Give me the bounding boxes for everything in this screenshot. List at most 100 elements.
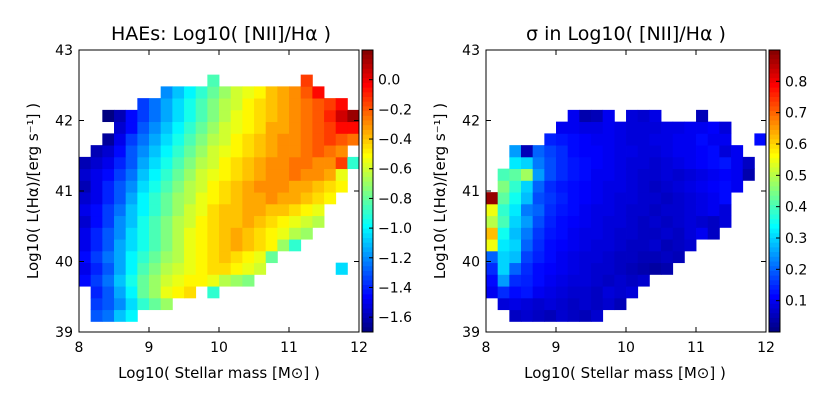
left-heatmap-cell	[125, 180, 138, 193]
left-heatmap-cell	[102, 156, 115, 170]
left-heatmap-cell	[137, 109, 150, 123]
right-heatmap-cell	[579, 180, 592, 193]
right-colorbar-segment	[769, 256, 780, 262]
left-heatmap-cell	[137, 121, 150, 134]
left-heatmap-cell	[79, 239, 92, 252]
right-heatmap-cell	[509, 168, 522, 181]
left-heatmap-cell	[219, 203, 232, 217]
left-colorbar-segment	[362, 176, 373, 183]
right-heatmap-cell	[532, 309, 545, 322]
right-heatmap-cell	[661, 156, 674, 170]
right-heatmap-cell	[544, 145, 557, 158]
left-x-ticks: 8 9 10 11 12	[75, 50, 368, 356]
left-heatmap-cell	[102, 227, 115, 240]
right-colorbar-segment	[769, 111, 780, 117]
left-heatmap-cell	[289, 121, 302, 134]
right-colorbar-segment	[769, 205, 780, 211]
right-heatmap-cell	[672, 168, 685, 181]
left-heatmap-cell	[312, 98, 325, 111]
right-heatmap-cell	[591, 109, 604, 123]
right-heatmap-cell	[579, 121, 592, 134]
right-heatmap-cell	[567, 180, 580, 193]
left-heatmap-cell	[160, 145, 173, 158]
right-heatmap-cell	[521, 286, 534, 299]
left-heatmap-cell	[277, 109, 290, 123]
left-heatmap-cell	[79, 215, 92, 228]
left-colorbar-segment	[362, 50, 373, 56]
right-heatmap-cell	[544, 286, 557, 299]
left-heatmap-cell	[172, 250, 185, 264]
right-heatmap-cell	[614, 156, 627, 170]
right-colorbar-segment	[769, 233, 780, 239]
right-heatmap-cell	[626, 262, 639, 275]
left-heatmap-cell	[219, 192, 232, 205]
right-heatmap-cell	[579, 192, 592, 205]
left-heatmap-cell	[79, 192, 92, 205]
left-heatmap-cell	[184, 180, 197, 193]
right-heatmap-cell	[637, 215, 650, 228]
right-heatmap-cell	[544, 180, 557, 193]
left-heatmap-cell	[137, 215, 150, 228]
left-heatmap-cell	[242, 86, 255, 99]
left-heatmap-cell	[137, 156, 150, 170]
left-heatmap-cell	[137, 133, 150, 146]
right-colorbar-tick-label: 0.7	[785, 106, 807, 122]
left-heatmap-cell	[102, 168, 115, 181]
right-heatmap-cell	[532, 274, 545, 287]
left-heatmap-cell	[312, 168, 325, 181]
left-heatmap-cell	[324, 133, 337, 146]
right-heatmap-cell	[626, 215, 639, 228]
left-heatmap-cell	[277, 145, 290, 158]
right-heatmap-cell	[731, 168, 744, 181]
right-heatmap-cell	[602, 239, 615, 252]
left-heatmap-cell	[102, 133, 115, 146]
right-heatmap-cell	[661, 203, 674, 217]
left-heatmap-cell	[277, 180, 290, 193]
left-heatmap-cell	[102, 286, 115, 299]
right-heatmap-cell	[579, 297, 592, 311]
right-heatmap-cell	[556, 168, 569, 181]
right-heatmap-cell	[532, 145, 545, 158]
left-heatmap-cell	[265, 227, 278, 240]
left-heatmap-cell	[207, 227, 220, 240]
right-heatmap-cell	[579, 309, 592, 322]
right-colorbar-segment	[769, 327, 780, 333]
right-heatmap-cell	[579, 156, 592, 170]
left-heatmap-cell	[90, 203, 103, 217]
left-heatmap-cell	[230, 145, 243, 158]
left-heatmap-cell	[289, 180, 302, 193]
left-heatmap-cell	[79, 180, 92, 193]
right-heatmap-cell	[509, 180, 522, 193]
right-heatmap-cell	[602, 274, 615, 287]
left-heatmap-cell	[207, 98, 220, 111]
right-colorbar-segment	[769, 200, 780, 206]
left-colorbar-segment	[362, 144, 373, 150]
left-heatmap-cell	[149, 227, 162, 240]
left-heatmap-cell	[114, 180, 127, 193]
left-heatmap-cell	[102, 109, 115, 123]
right-heatmap-cell	[661, 180, 674, 193]
right-heatmap-cell	[696, 180, 709, 193]
left-heatmap-cell	[114, 227, 127, 240]
left-heatmap-cell	[289, 239, 302, 252]
left-colorbar-segment	[362, 92, 373, 98]
left-heatmap-cell	[242, 250, 255, 264]
right-heatmap-cell	[567, 109, 580, 123]
left-heatmap-cell	[207, 274, 220, 287]
left-colorbar-segment	[362, 73, 373, 79]
right-heatmap-cell	[544, 203, 557, 217]
left-colorbar-segment	[362, 82, 373, 89]
left-heatmap-cell	[254, 98, 267, 111]
right-heatmap-cell	[626, 286, 639, 299]
left-heatmap-cell	[149, 109, 162, 123]
left-heatmap-cell	[160, 215, 173, 228]
left-heatmap-cell	[114, 192, 127, 205]
left-heatmap-cell	[90, 227, 103, 240]
left-heatmap-cell	[90, 250, 103, 264]
right-heatmap-cells	[486, 109, 767, 322]
right-heatmap-cell	[602, 286, 615, 299]
left-heatmap-cell	[312, 203, 325, 217]
right-heatmap-cell	[684, 239, 697, 252]
right-heatmap-cell	[521, 297, 534, 311]
right-colorbar: 0.8 0.7 0.6 0.5 0.4 0.3 0.2 0.1	[768, 49, 807, 333]
